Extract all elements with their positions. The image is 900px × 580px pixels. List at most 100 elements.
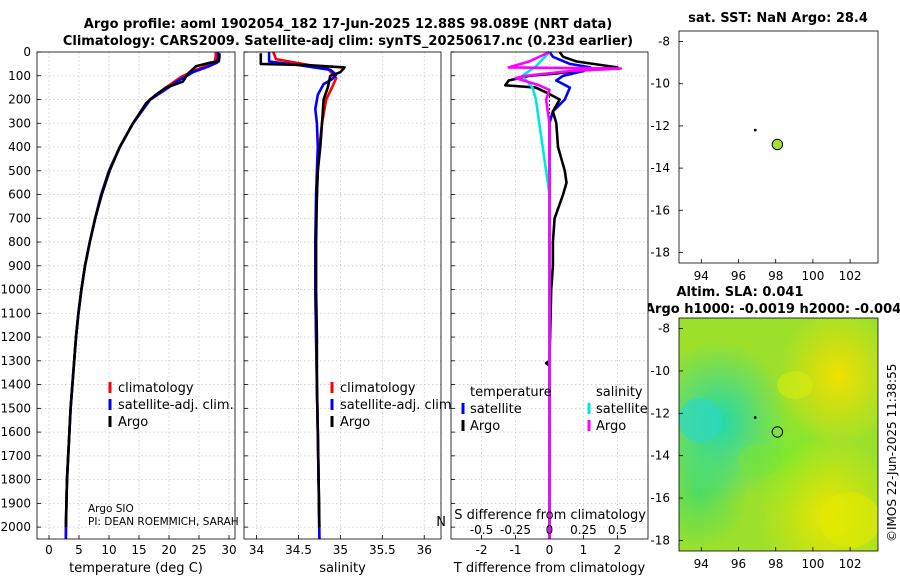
temp-frame — [36, 51, 236, 540]
depth-tick-label: 400 — [8, 140, 31, 154]
diff-xtick-label: 2 — [614, 543, 622, 557]
sla-map-frame — [678, 317, 879, 552]
sla-map-title-2: Argo h1000: -0.0019 h2000: -0.0042 — [645, 302, 900, 317]
temp-legend-label: Argo — [118, 415, 148, 430]
sst-ytick-label: -14 — [650, 161, 670, 175]
sla-ytick-label: -12 — [650, 406, 670, 420]
sst-map-ticks: 94 96 98 100 102 -8 -10 -12 -14 -16 -18 — [650, 35, 861, 283]
sla-ytick-label: -18 — [650, 533, 670, 547]
source-institution: Argo SIO — [88, 503, 134, 515]
sal-xtick-label: 34 — [249, 543, 264, 557]
diff-secondary-tick-label: -0.25 — [500, 523, 531, 537]
depth-tick-label: 200 — [8, 93, 31, 107]
sla-ytick-label: -14 — [650, 449, 670, 463]
sst-ytick-label: -16 — [650, 203, 670, 217]
sal-xtick-label: 34.5 — [285, 543, 312, 557]
depth-tick-label: 900 — [8, 259, 31, 273]
sal-legend-label: climatology — [340, 381, 416, 396]
sst-map-points — [753, 128, 784, 151]
diff-secondary-tick-label: 0 — [546, 523, 554, 537]
diff-legend-salinity-title: salinity — [596, 385, 643, 400]
depth-tick-label: 1100 — [0, 306, 31, 320]
sla-ytick-label: -10 — [650, 364, 670, 378]
salinity-panel: 34 34.5 35 35.5 36 salinity climatology satelli… — [243, 51, 456, 576]
sla-ytick-label: -16 — [650, 491, 670, 505]
sal-xtick-label: 36 — [417, 543, 432, 557]
sal-series-argo — [259, 53, 346, 528]
source-pi: PI: DEAN ROEMMICH, SARAH — [88, 516, 239, 528]
depth-tick-label: 1300 — [0, 354, 31, 368]
sal-xlabel: salinity — [319, 561, 366, 576]
sst-map-panel — [678, 30, 879, 264]
diff-legend-s-satellite: satellite — [596, 402, 648, 417]
depth-tick-label: 1800 — [0, 473, 31, 487]
temp-xtick-label: 15 — [131, 543, 146, 557]
sst-ytick-label: -8 — [658, 35, 670, 49]
sla-xtick-label: 102 — [839, 557, 862, 571]
sst-xtick-label: 102 — [839, 269, 862, 283]
diff-series-s-satellite — [521, 51, 551, 539]
sla-map-panel — [678, 317, 879, 552]
diff-xtick-label: -1 — [510, 543, 522, 557]
depth-tick-label: 2000 — [0, 520, 31, 534]
sst-ytick-label: -10 — [650, 77, 670, 91]
diff-xtick-label: -2 — [476, 543, 488, 557]
depth-tick-label: 300 — [8, 116, 31, 130]
diff-legend-t-satellite: satellite — [470, 402, 522, 417]
sla-ytick-label: -8 — [658, 322, 670, 336]
sst-argo-marker — [771, 138, 784, 151]
sla-map-title-1: Altim. SLA: 0.041 — [677, 285, 804, 300]
temp-series-argo — [64, 53, 221, 528]
depth-tick-label: 1000 — [0, 283, 31, 297]
diff-secondary-tick-label: 0.25 — [570, 523, 597, 537]
depth-tick-label: 1700 — [0, 449, 31, 463]
figure-title-line2: Climatology: CARS2009. Satellite-adj cli… — [63, 34, 633, 49]
sla-map-points — [753, 416, 784, 438]
diff-xtick-label: 0 — [546, 543, 554, 557]
sla-xtick-label: 96 — [731, 557, 746, 571]
temp-xlabel: temperature (deg C) — [69, 561, 203, 576]
diff-secondary-tick-label: -0.5 — [470, 523, 493, 537]
diff-legend-temperature-title: temperature — [470, 385, 552, 400]
temp-xtick-label: 5 — [75, 543, 83, 557]
diff-secondary-tick-label: 0.5 — [608, 523, 627, 537]
depth-tick-label: 1500 — [0, 401, 31, 415]
sla-xtick-label: 100 — [801, 557, 824, 571]
diff-frame — [450, 51, 649, 540]
sst-map-frame — [678, 30, 879, 264]
sst-map-title: sat. SST: NaN Argo: 28.4 — [688, 11, 868, 26]
sst-ytick-label: -18 — [650, 245, 670, 259]
temp-xtick-label: 0 — [45, 543, 53, 557]
sla-heatmap — [679, 318, 878, 551]
sal-legend-label: Argo — [340, 415, 370, 430]
temp-xtick-label: 20 — [161, 543, 176, 557]
diff-secondary-ticks: -0.5 -0.25 0 0.25 0.5 — [470, 523, 627, 537]
temperature-panel: 0 5 10 15 20 25 300100200300400500600700800900… — [0, 45, 236, 576]
sla-argo-marker — [771, 426, 784, 438]
depth-tick-label: 700 — [8, 211, 31, 225]
overlap-fragment: N — [436, 515, 446, 530]
depth-tick-label: 1600 — [0, 425, 31, 439]
diff-xtick-label: 1 — [580, 543, 588, 557]
sla-xtick-label: 94 — [694, 557, 709, 571]
diff-legend-s-argo: Argo — [596, 419, 626, 434]
sal-xtick-label: 35 — [333, 543, 348, 557]
diff-secondary-xlabel: S difference from climatology — [454, 508, 646, 523]
sla-previous-position-marker — [753, 416, 757, 419]
sal-frame — [243, 51, 442, 540]
diff-series-s-argo — [507, 50, 623, 539]
figure-title-line1: Argo profile: aoml 1902054_182 17-Jun-20… — [84, 17, 612, 32]
sal-xtick-label: 35.5 — [369, 543, 396, 557]
sst-xtick-label: 96 — [731, 269, 746, 283]
sst-previous-position-marker — [753, 128, 757, 132]
depth-tick-label: 600 — [8, 188, 31, 202]
depth-tick-label: 100 — [8, 69, 31, 83]
temp-legend-label: satellite-adj. clim. — [118, 398, 234, 413]
sst-ytick-label: -12 — [650, 119, 670, 133]
difference-panel: -2 -1 0 1 2 T difference from climatology — [450, 50, 649, 576]
sla-xtick-label: 98 — [768, 557, 783, 571]
depth-tick-label: 0 — [23, 45, 31, 59]
temp-xtick-label: 10 — [101, 543, 116, 557]
sla-map-ticks: 94 96 98 100 102 -8 -10 -12 -14 -16 -18 — [650, 322, 861, 571]
